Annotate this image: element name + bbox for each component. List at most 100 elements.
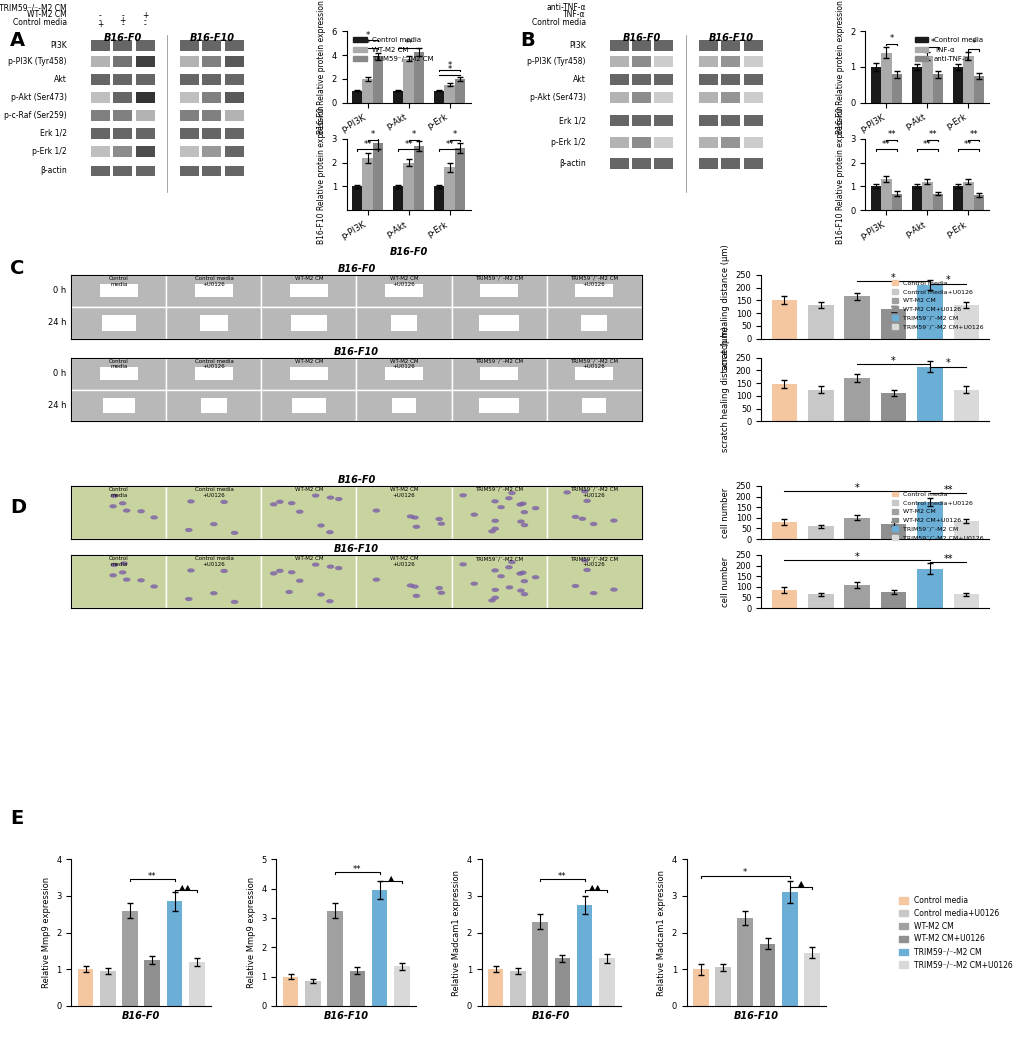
Text: TNF-α: TNF-α	[562, 10, 585, 20]
Text: -: -	[99, 11, 102, 21]
Text: p-PI3K (Tyr458): p-PI3K (Tyr458)	[8, 57, 67, 66]
Bar	[771, 384, 797, 421]
Text: ▲: ▲	[797, 879, 803, 888]
Text: TRIM59⁻/⁻-M2 CM
+U0126: TRIM59⁻/⁻-M2 CM +U0126	[570, 487, 618, 498]
Bar	[609, 74, 628, 85]
Text: **: **	[943, 554, 952, 564]
Bar	[180, 56, 199, 67]
Bar	[352, 91, 362, 103]
Circle shape	[491, 595, 498, 599]
Bar	[480, 367, 518, 380]
Text: **: **	[445, 140, 453, 149]
Bar	[654, 40, 673, 51]
Text: 24 h: 24 h	[48, 401, 66, 410]
Title: B16-F0: B16-F0	[337, 475, 375, 485]
Bar	[451, 390, 546, 421]
Y-axis label: B16-F10 Relative protein expression: B16-F10 Relative protein expression	[835, 105, 844, 244]
Bar	[291, 397, 326, 414]
Bar	[720, 74, 740, 85]
Text: *: *	[891, 273, 895, 283]
Bar	[357, 486, 451, 539]
Bar	[261, 275, 357, 307]
Text: anti-TNF-α: anti-TNF-α	[546, 3, 585, 12]
Bar	[261, 486, 357, 539]
Bar	[291, 314, 326, 331]
Bar	[487, 970, 503, 1006]
Bar	[404, 163, 414, 211]
Text: *: *	[452, 131, 457, 139]
Y-axis label: B16-F0 Relative protein expression: B16-F0 Relative protein expression	[836, 0, 844, 134]
Text: **: **	[353, 865, 362, 874]
Text: -: -	[121, 11, 124, 21]
Bar	[698, 159, 717, 169]
Circle shape	[317, 592, 324, 596]
Bar	[782, 892, 797, 1006]
Bar	[916, 285, 942, 338]
Circle shape	[571, 514, 579, 518]
Bar	[113, 74, 132, 85]
Bar	[916, 367, 942, 421]
Bar	[720, 56, 740, 67]
Bar	[305, 981, 320, 1006]
Circle shape	[531, 576, 539, 580]
Bar	[807, 527, 833, 539]
Bar	[609, 115, 628, 127]
Bar	[357, 555, 451, 608]
Bar	[434, 91, 444, 103]
Bar	[654, 159, 673, 169]
Bar	[546, 390, 641, 421]
Circle shape	[516, 571, 524, 576]
Bar	[203, 40, 221, 51]
Bar	[180, 128, 199, 139]
Bar	[91, 74, 110, 85]
Bar	[444, 85, 454, 103]
Bar	[404, 58, 414, 103]
Text: **: **	[968, 131, 977, 139]
Bar	[136, 74, 154, 85]
Bar	[71, 555, 166, 608]
Text: -: -	[99, 16, 102, 25]
Bar	[632, 56, 650, 67]
Bar	[771, 522, 797, 539]
Legend: Control media, TNF-α, anti-TNF-α: Control media, TNF-α, anti-TNF-α	[911, 34, 985, 65]
Bar	[953, 521, 978, 539]
Bar	[261, 358, 357, 390]
Text: Akt: Akt	[573, 75, 585, 84]
Bar	[372, 143, 382, 211]
Circle shape	[491, 499, 498, 503]
Text: Control
media: Control media	[109, 359, 128, 369]
Bar	[953, 306, 978, 338]
Bar	[720, 159, 740, 169]
Bar	[166, 358, 261, 390]
Bar	[122, 910, 138, 1006]
Text: TRIM59⁻/⁻-M2 CM: TRIM59⁻/⁻-M2 CM	[475, 487, 523, 492]
Bar	[880, 524, 906, 539]
Bar	[289, 367, 328, 380]
Bar	[654, 56, 673, 67]
Bar	[972, 76, 982, 103]
Bar	[350, 971, 365, 1006]
Bar	[880, 309, 906, 338]
Circle shape	[230, 531, 238, 535]
Bar	[166, 275, 261, 307]
Bar	[598, 958, 614, 1006]
Bar	[166, 901, 182, 1006]
Bar	[480, 284, 518, 298]
Bar	[77, 970, 93, 1006]
Bar	[113, 92, 132, 103]
Circle shape	[312, 494, 319, 498]
Text: 0 h: 0 h	[53, 286, 66, 296]
Bar	[166, 486, 261, 539]
Circle shape	[407, 514, 414, 518]
Bar	[289, 284, 328, 298]
Circle shape	[187, 499, 195, 504]
Circle shape	[496, 505, 504, 509]
Circle shape	[150, 585, 158, 589]
Bar	[113, 40, 132, 51]
Bar	[510, 971, 525, 1006]
Bar	[803, 953, 819, 1006]
Y-axis label: Relative Madcam1 expression: Relative Madcam1 expression	[451, 870, 461, 996]
Circle shape	[270, 502, 277, 506]
Bar	[203, 166, 221, 176]
Bar	[581, 397, 606, 414]
